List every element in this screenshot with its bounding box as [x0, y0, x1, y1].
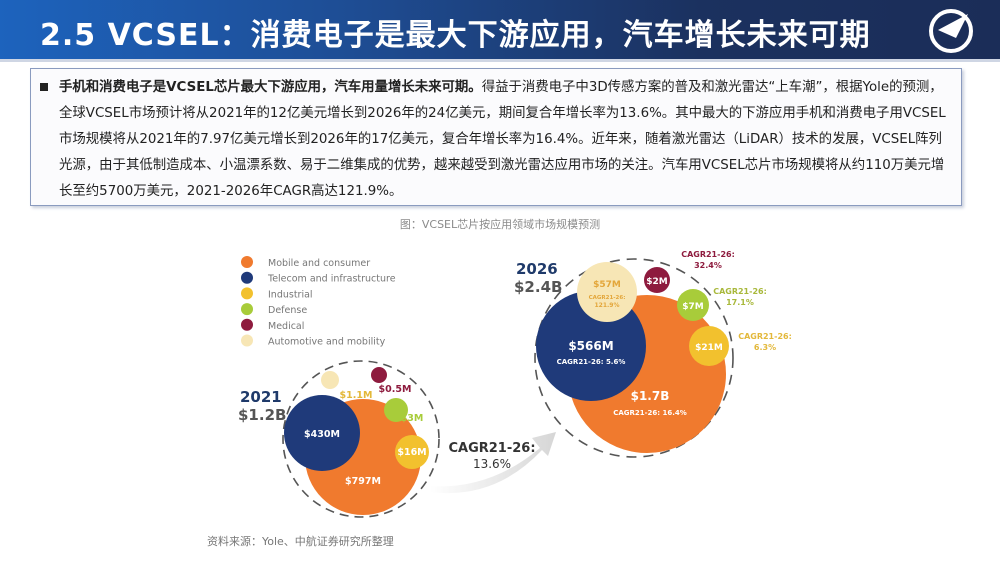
legend-label: Mobile and consumer	[268, 258, 370, 269]
source-note: 资料来源：Yole、中航证券研究所整理	[207, 535, 394, 548]
header-bar: 2.5 VCSEL：消费电子是最大下游应用，汽车增长未来可期 AVIC	[0, 0, 1000, 62]
summary-lead: 手机和消费电子是VCSEL芯片最大下游应用，汽车用量增长未来可期。	[59, 80, 482, 95]
value-2021-automotive: $1.1M	[340, 390, 373, 401]
bubble-2026-medical	[644, 267, 670, 293]
year-2021: 2021	[240, 388, 282, 406]
total-2021: $1.2B	[238, 406, 286, 424]
legend-swatch	[241, 334, 253, 347]
svg-text:AVIC: AVIC	[942, 40, 960, 48]
figure-caption: 图：VCSEL芯片按应用领域市场规模预测	[399, 218, 601, 231]
page-title: 2.5 VCSEL：消费电子是最大下游应用，汽车增长未来可期	[40, 18, 871, 53]
dashed-total-2021	[282, 360, 440, 518]
bubble-2026-industrial	[689, 326, 729, 366]
legend-label: Medical	[268, 321, 304, 332]
value-2026-medical: $2M	[646, 277, 668, 287]
legend-swatch	[241, 256, 253, 268]
bubble-2026-defense	[677, 289, 709, 321]
cagr-2026-defense-label: CAGR21-26:	[713, 287, 767, 296]
value-2021-mobile: $797M	[345, 476, 381, 487]
cagr-2026-defense: 17.1%	[726, 298, 754, 307]
legend-swatch	[241, 271, 253, 284]
legend-swatch	[241, 303, 253, 316]
summary-box: 手机和消费电子是VCSEL芯片最大下游应用，汽车用量增长未来可期。得益于消费电子…	[30, 68, 962, 206]
bubble-2021-telecom	[284, 395, 360, 471]
growth-arrow	[430, 432, 556, 494]
cagr-2026-medical-label: CAGR21-26:	[681, 250, 735, 259]
total-2026: $2.4B	[514, 278, 562, 296]
summary-body: 得益于消费电子中3D传感方案的普及和激光雷达“上车潮”，根据Yole的预测，全球…	[59, 80, 946, 199]
cagr-2026-telecom: CAGR21-26: 5.6%	[557, 358, 626, 366]
cagr-2026-automotive: 121.9%	[595, 302, 620, 309]
cagr-2026-medical: 32.4%	[694, 261, 722, 270]
legend-label: Industrial	[268, 289, 313, 300]
value-2026-telecom: $566M	[568, 339, 613, 353]
bubble-2021-industrial	[395, 435, 429, 469]
value-2026-automotive: $57M	[593, 280, 621, 290]
legend-swatch	[241, 318, 253, 331]
legend-label: Automotive and mobility	[268, 337, 386, 348]
dashed-total-2026	[534, 258, 734, 458]
value-2021-industrial: $16M	[397, 447, 426, 458]
year-2026: 2026	[516, 260, 558, 278]
value-2026-defense: $7M	[682, 302, 704, 312]
value-2021-telecom: $430M	[304, 429, 340, 440]
bubble-2021-defense	[384, 398, 408, 422]
cagr-2026-mobile: CAGR21-26: 16.4%	[613, 409, 687, 417]
avic-logo-icon: AVIC	[929, 9, 973, 53]
overall-cagr-label: CAGR21-26:	[448, 441, 535, 456]
cagr-2026-industrial: 6.3%	[754, 343, 776, 352]
overall-cagr-value: 13.6%	[473, 457, 511, 471]
bubble-2021-automotive	[321, 371, 339, 389]
cagr-2026-automotive-label: CAGR21-26:	[589, 295, 626, 301]
value-2026-mobile: $1.7B	[631, 389, 670, 403]
legend-label: Telecom and infrastructure	[267, 274, 396, 285]
value-2026-industrial: $21M	[695, 343, 723, 353]
bullet-icon	[40, 83, 48, 91]
bubble-2021-medical	[371, 367, 387, 383]
value-2021-medical: $0.5M	[379, 384, 412, 395]
value-2021-defense: $3M	[401, 413, 424, 424]
cagr-2026-industrial-label: CAGR21-26:	[738, 332, 792, 341]
legend-swatch	[241, 287, 253, 300]
legend-label: Defense	[268, 305, 307, 316]
bubble-2026-automotive	[577, 262, 637, 322]
